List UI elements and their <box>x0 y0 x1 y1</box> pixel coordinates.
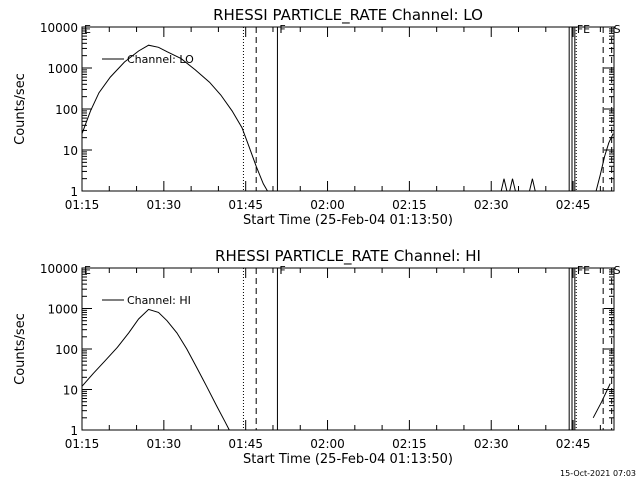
footer-timestamp: 15-Oct-2021 07:03 <box>560 469 636 478</box>
y-tick-label: 1 <box>70 424 78 438</box>
chart-panels: RHESSI PARTICLE_RATE Channel: LO11010010… <box>13 6 621 467</box>
y-axis-label: Counts/sec <box>13 313 28 385</box>
series-line <box>509 178 516 192</box>
x-tick-label: 02:30 <box>474 437 509 451</box>
y-tick-label: 100 <box>55 343 78 357</box>
series-line <box>81 44 268 192</box>
y-tick-label: 1000 <box>47 303 78 317</box>
x-tick-label: 01:30 <box>147 437 182 451</box>
legend-label: Channel: HI <box>127 294 191 307</box>
x-tick-label: 02:30 <box>474 198 509 212</box>
y-tick-label: 10 <box>63 384 78 398</box>
series-line <box>529 178 536 192</box>
event-marker-label: S <box>614 23 621 36</box>
event-marker-label: E <box>84 23 91 36</box>
chart-panel-1: RHESSI PARTICLE_RATE Channel: LO 1 10 100 10… <box>13 6 621 228</box>
x-tick-label: 02:00 <box>310 198 345 212</box>
series-line <box>595 133 614 192</box>
x-axis-label: Start Time (25-Feb-04 01:13:50) <box>243 213 453 228</box>
y-axis-label: Counts/sec <box>13 73 28 145</box>
event-marker-label: E <box>84 264 91 277</box>
x-tick-label: 02:15 <box>392 198 427 212</box>
y-tick-label: 1 <box>70 185 78 199</box>
chart-panel-2: RHESSI PARTICLE_RATE Channel: HI 1 10 100 10… <box>13 247 621 467</box>
y-tick-label: 10000 <box>40 21 78 35</box>
x-tick-label: 02:45 <box>556 437 591 451</box>
x-tick-label: 01:15 <box>65 437 100 451</box>
event-marker-label: F <box>279 23 285 36</box>
x-tick-label: 02:00 <box>310 437 345 451</box>
y-tick-label: 10 <box>63 144 78 158</box>
series-line <box>500 178 508 192</box>
chart-title: RHESSI PARTICLE_RATE Channel: LO <box>213 6 483 25</box>
event-marker-label: FE <box>577 264 590 277</box>
x-tick-label: 01:45 <box>228 437 263 451</box>
x-axis-label: Start Time (25-Feb-04 01:13:50) <box>243 452 453 467</box>
event-marker-label: F <box>279 264 285 277</box>
y-tick-label: 100 <box>55 103 78 117</box>
x-tick-label: 01:45 <box>228 198 263 212</box>
series-line <box>81 308 230 431</box>
event-marker-label: FE <box>577 23 590 36</box>
x-tick-label: 02:45 <box>556 198 591 212</box>
x-tick-label: 01:15 <box>65 198 100 212</box>
y-tick-label: 1000 <box>47 62 78 76</box>
series-line <box>592 383 611 419</box>
event-marker-label: S <box>614 264 621 277</box>
chart-title: RHESSI PARTICLE_RATE Channel: HI <box>215 247 481 266</box>
x-tick-label: 01:30 <box>147 198 182 212</box>
legend-label: Channel: LO <box>127 53 194 66</box>
x-tick-label: 02:15 <box>392 437 427 451</box>
y-tick-label: 10000 <box>40 262 78 276</box>
